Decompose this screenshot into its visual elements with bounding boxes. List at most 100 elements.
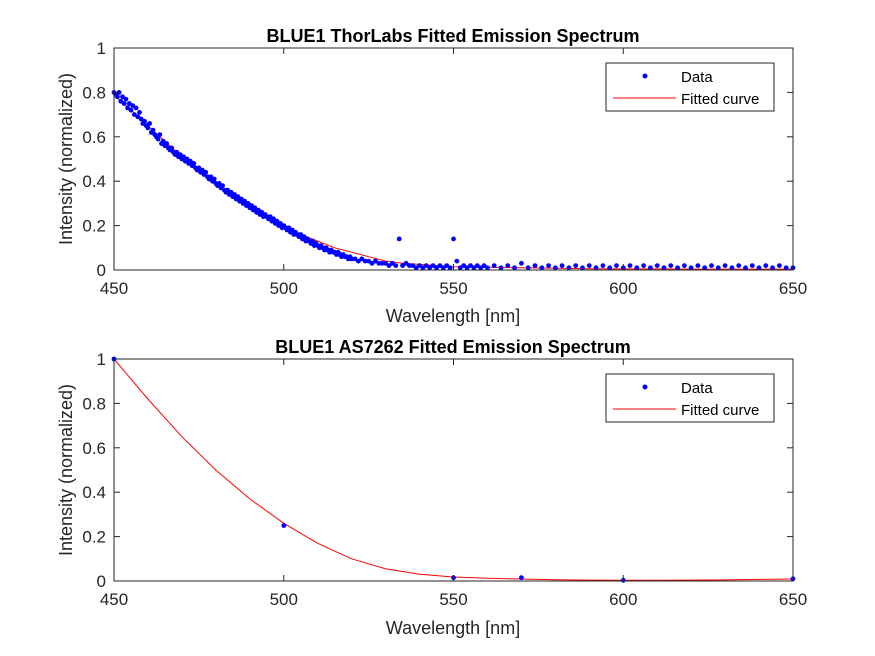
data-point (641, 263, 646, 268)
y-tick-label: 0.8 (82, 83, 106, 102)
data-point (138, 116, 144, 122)
data-point (481, 263, 487, 268)
chart-as7262: BLUE1 AS7262 Fitted Emission Spectrum 45… (56, 337, 807, 638)
legend-data-label: Data (681, 380, 713, 397)
data-point (366, 258, 371, 264)
data-point (301, 234, 307, 240)
tick-labels: 450 500 550 600 650 0 0.2 0.4 0.6 0.8 1 (82, 350, 807, 609)
data-point (471, 265, 477, 271)
data-point (434, 265, 439, 271)
data-point (634, 265, 640, 271)
data-point (695, 263, 701, 268)
data-point (770, 265, 775, 271)
data-point (688, 265, 694, 271)
data-point (184, 156, 190, 162)
data-point (440, 265, 446, 271)
data-point (211, 176, 217, 182)
data-point (379, 260, 385, 266)
legend-fit-label: Fitted curve (681, 91, 759, 108)
x-tick-label: 650 (779, 279, 807, 298)
data-point (235, 194, 241, 200)
data-point (126, 101, 132, 106)
y-tick-label: 0.2 (82, 528, 106, 547)
data-point (614, 263, 619, 268)
data-point (464, 265, 470, 271)
data-point (155, 136, 161, 142)
y-tick-label: 0.6 (82, 128, 106, 147)
data-point (444, 263, 450, 268)
legend: Data Fitted curve (605, 62, 775, 112)
data-point (242, 198, 248, 204)
data-point (147, 121, 153, 126)
data-point (349, 256, 354, 262)
data-point (259, 209, 265, 215)
data-point (376, 260, 382, 266)
data-point (225, 187, 231, 193)
data-point (668, 263, 674, 268)
data-point (461, 263, 467, 268)
data-point (278, 221, 283, 226)
y-tick-label: 0 (97, 572, 106, 591)
data-point (228, 189, 234, 195)
data-point (130, 103, 136, 109)
x-tick-label: 550 (439, 590, 467, 609)
data-point (359, 256, 365, 262)
legend: Data Fitted curve (605, 373, 775, 423)
data-point (586, 263, 592, 268)
legend-data-marker (642, 384, 648, 390)
data-point (157, 132, 163, 138)
y-tick-label: 0.8 (82, 394, 106, 413)
x-tick-label: 650 (779, 590, 807, 609)
tick-marks (113, 47, 794, 271)
data-point (749, 263, 755, 268)
data-point (115, 94, 120, 100)
data-point (519, 575, 524, 581)
data-point (125, 105, 130, 111)
x-axis-label: Wavelength [nm] (386, 306, 520, 326)
data-point (756, 265, 762, 271)
data-point (255, 207, 261, 213)
legend-fit-label: Fitted curve (681, 402, 759, 419)
data-point (607, 265, 613, 271)
data-point (123, 96, 129, 102)
data-point (451, 236, 456, 242)
data-point (519, 260, 524, 266)
data-point (600, 263, 606, 268)
legend-data-marker (642, 73, 648, 79)
data-point (133, 105, 139, 111)
data-point (150, 127, 156, 133)
data-point (532, 263, 538, 268)
legend-data-label: Data (681, 69, 713, 86)
x-tick-label: 550 (439, 279, 467, 298)
y-tick-label: 0.6 (82, 439, 106, 458)
data-point (164, 141, 170, 146)
data-point (498, 265, 504, 271)
legend-box (605, 373, 775, 423)
data-point (396, 236, 402, 242)
x-tick-label: 600 (609, 279, 637, 298)
data-point (474, 263, 480, 268)
data-point (430, 263, 436, 268)
data-point (169, 145, 175, 151)
data-point (447, 265, 453, 271)
data-point (743, 265, 748, 271)
data-point (539, 265, 545, 271)
data-point (715, 265, 721, 271)
data-point (356, 258, 361, 264)
data-point (232, 192, 237, 197)
data-point (413, 265, 419, 271)
data-point (135, 114, 141, 120)
data-point (546, 263, 551, 268)
data-point (390, 260, 395, 266)
data-point (410, 263, 416, 268)
data-point (128, 107, 134, 113)
data-point (729, 265, 735, 271)
data-point (512, 265, 517, 271)
x-tick-label: 500 (270, 279, 298, 298)
data-point (423, 263, 429, 268)
y-tick-label: 0.4 (82, 172, 106, 191)
data-point (702, 265, 708, 271)
x-axis-label: Wavelength [nm] (386, 618, 520, 638)
data-point (177, 152, 183, 158)
